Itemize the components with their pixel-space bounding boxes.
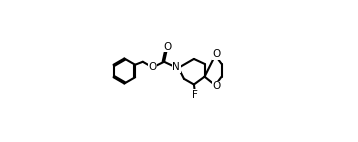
Text: N: N	[172, 62, 180, 72]
Text: F: F	[192, 90, 198, 100]
Text: O: O	[163, 42, 171, 52]
Text: O: O	[212, 81, 221, 91]
Text: O: O	[149, 62, 157, 72]
Text: O: O	[212, 49, 221, 59]
